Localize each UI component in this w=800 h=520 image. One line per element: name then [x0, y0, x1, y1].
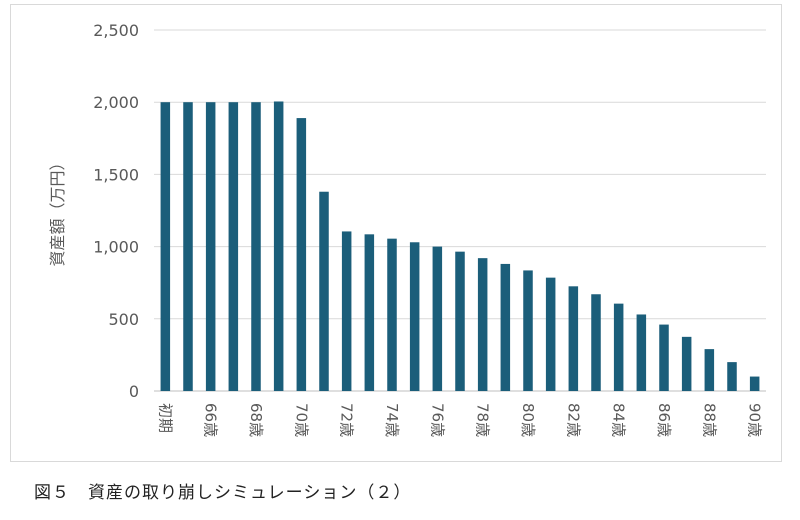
chart-frame: 0 500 1,000 1,500 2,000 2,500 資産額（万円） 初期 66歳 68歳 7… — [10, 4, 782, 462]
x-tick-label: 74歳 — [383, 403, 401, 437]
x-tick-label: 88歳 — [700, 403, 718, 437]
x-tick-label: 80歳 — [519, 403, 537, 437]
bar-15 — [477, 258, 488, 391]
x-tick-label: 70歳 — [292, 403, 310, 437]
bar-18 — [545, 277, 556, 391]
bar-21 — [613, 303, 624, 391]
bar-20 — [591, 294, 601, 391]
x-tick-label: 84歳 — [610, 403, 628, 437]
x-tick-label: 78歳 — [474, 403, 492, 437]
bar-4 — [228, 102, 239, 391]
bar-19 — [568, 286, 579, 391]
x-tick-label: 68歳 — [247, 403, 265, 437]
bar-13 — [432, 246, 443, 391]
bar-3 — [205, 102, 216, 391]
x-tick-label: 82歳 — [564, 403, 582, 437]
bar-25 — [704, 349, 715, 391]
bar-chart: 0 500 1,000 1,500 2,000 2,500 資産額（万円） 初期 66歳 68歳 7… — [48, 21, 766, 437]
bar-23 — [659, 324, 669, 391]
bar-6 — [273, 101, 284, 391]
y-tick-label: 500 — [108, 310, 139, 329]
figure-caption: 図５ 資産の取り崩しシミュレーション（２） — [34, 483, 412, 503]
x-tick-label: 72歳 — [338, 403, 356, 437]
bar-16 — [500, 263, 511, 391]
y-axis-title: 資産額（万円） — [48, 154, 67, 266]
bar-17 — [523, 270, 533, 391]
y-tick-label: 2,000 — [93, 93, 139, 112]
bar-27 — [749, 376, 760, 391]
bar-11 — [387, 238, 397, 391]
y-tick-label: 2,500 — [93, 21, 139, 40]
y-tick-label: 0 — [129, 382, 139, 401]
bar-26 — [727, 362, 737, 391]
bar-14 — [455, 251, 465, 391]
bar-8 — [319, 191, 329, 391]
bar-2 — [183, 102, 193, 391]
bar-9 — [341, 231, 352, 391]
x-tick-label: 初期 — [156, 403, 174, 433]
bar-12 — [409, 242, 420, 391]
bar-5 — [251, 102, 261, 391]
bar-7 — [296, 118, 307, 392]
bar-1 — [160, 102, 171, 391]
x-tick-label: 86歳 — [655, 403, 673, 437]
bar-10 — [364, 234, 375, 391]
bar-22 — [636, 314, 647, 391]
x-tick-label: 66歳 — [202, 403, 220, 437]
x-tick-label: 76歳 — [428, 403, 446, 437]
y-tick-label: 1,000 — [93, 238, 139, 257]
x-tick-label: 90歳 — [746, 403, 764, 437]
y-tick-label: 1,500 — [93, 165, 139, 184]
bar-24 — [681, 336, 692, 391]
